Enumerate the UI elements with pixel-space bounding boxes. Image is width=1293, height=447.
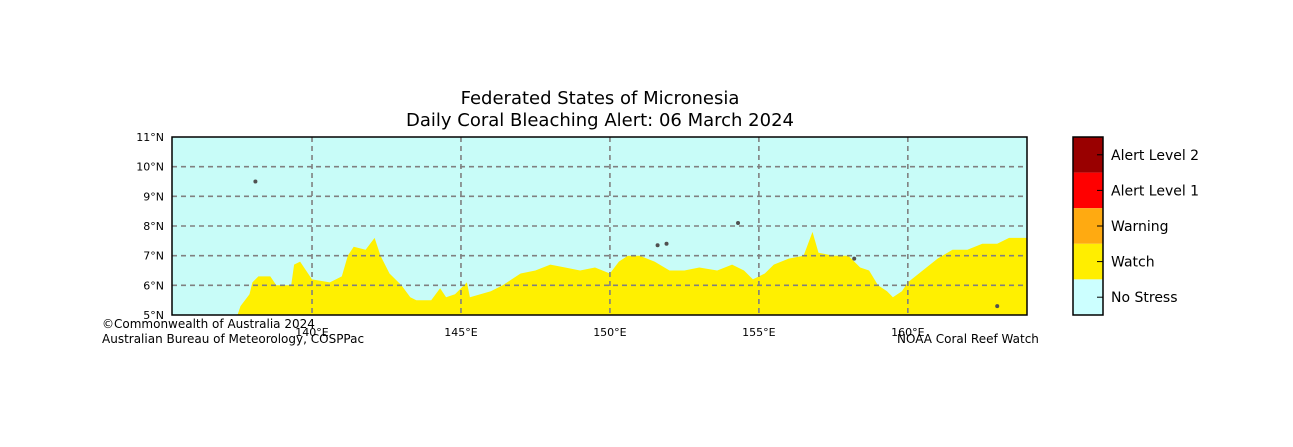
latitude-tick-label: 9°N <box>143 190 164 203</box>
legend-label: Alert Level 1 <box>1111 183 1199 199</box>
island-marker <box>664 241 669 246</box>
land-layer <box>253 179 1000 309</box>
latitude-tick-label: 5°N <box>143 309 164 322</box>
island-marker <box>736 221 741 226</box>
latitude-tick-label: 7°N <box>143 250 164 263</box>
legend-label: Watch <box>1111 255 1155 271</box>
legend-label: No Stress <box>1111 290 1178 306</box>
latitude-tick-label: 6°N <box>143 279 164 292</box>
watch-region <box>237 231 1027 315</box>
island-marker <box>655 243 660 248</box>
map-title-line1: Federated States of Micronesia <box>460 88 740 109</box>
longitude-tick-label: 155°E <box>742 326 775 339</box>
latitude-ticks: 5°N 6°N 7°N 8°N 9°N 10°N 11°N <box>136 131 164 322</box>
map-frame <box>171 136 1028 316</box>
legend-label: Alert Level 2 <box>1111 148 1199 164</box>
credit-commonwealth: ©Commonwealth of Australia 2024 <box>102 317 315 331</box>
map-title-line2: Daily Coral Bleaching Alert: 06 March 20… <box>406 110 794 131</box>
longitude-tick-label: 160°E <box>891 326 924 339</box>
island-marker <box>995 304 1000 309</box>
legend-frame <box>1072 136 1104 316</box>
credit-noaa-crw: NOAA Coral Reef Watch <box>897 332 1039 346</box>
longitude-tick-label: 150°E <box>593 326 626 339</box>
longitude-tick-label: 140°E <box>295 326 328 339</box>
latitude-tick-label: 11°N <box>136 131 164 144</box>
map-gridlines <box>172 137 1027 315</box>
latitude-tick-label: 10°N <box>136 161 164 174</box>
longitude-ticks: 140°E 145°E 150°E 155°E 160°E <box>295 326 924 339</box>
credit-bom-cosppac: Australian Bureau of Meteorology, COSPPa… <box>102 332 365 346</box>
longitude-tick-label: 145°E <box>444 326 477 339</box>
latitude-tick-label: 8°N <box>143 220 164 233</box>
legend-label: Warning <box>1111 219 1169 235</box>
alert-legend: Alert Level 2 Alert Level 1 Warning Watch No… <box>1072 136 1199 316</box>
island-marker <box>852 256 857 261</box>
island-marker <box>253 179 258 184</box>
